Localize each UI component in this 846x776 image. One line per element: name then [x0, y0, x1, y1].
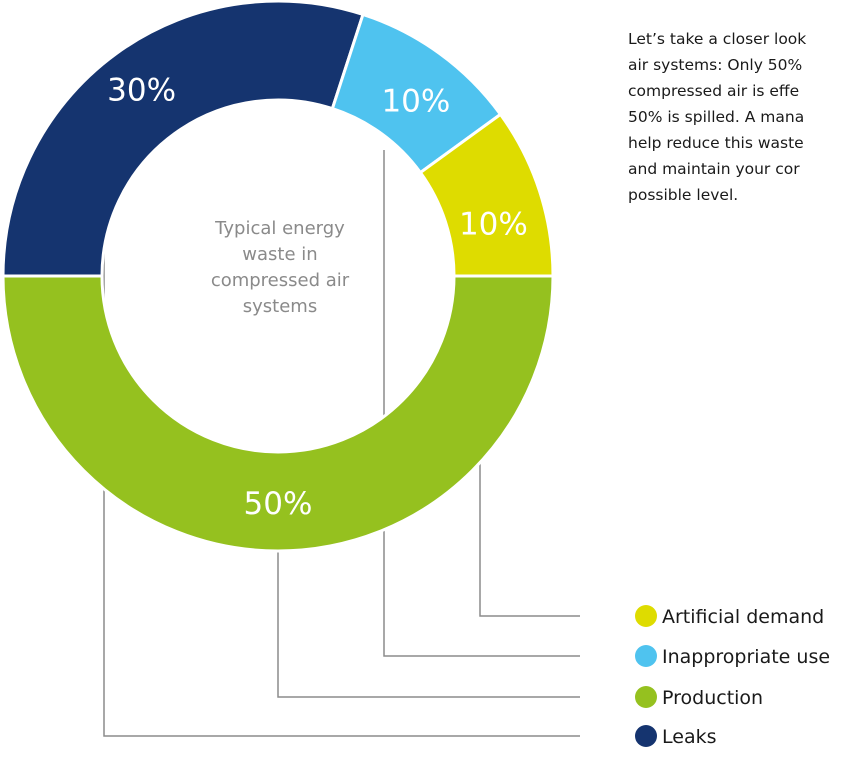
chart-center-label: Typical energy waste in compressed air s… — [172, 216, 388, 320]
slice-label-leaks: 30% — [107, 72, 176, 108]
slice-label-artificial-demand: 10% — [459, 206, 528, 242]
center-label-line: systems — [242, 296, 318, 317]
slice-label-inappropriate-use: 10% — [381, 83, 450, 119]
leader-line-production — [277, 548, 580, 698]
legend-label-production: Production — [662, 687, 763, 709]
legend-swatch-production — [635, 686, 657, 708]
legend-label-inappropriate-use: Inappropriate use — [662, 646, 830, 668]
center-label-line: Typical energy — [215, 218, 345, 239]
slice-labels: 50% 30% 10% 10% — [107, 72, 528, 522]
legend: Artificial demand Inappropriate use Produc… — [635, 605, 830, 748]
slice-label-production: 50% — [244, 486, 313, 522]
slice-leaks — [1, 0, 365, 278]
legend-swatch-artificial-demand — [635, 605, 657, 627]
legend-swatch-inappropriate-use — [635, 645, 657, 667]
description-line: Let’s take a closer look — [628, 30, 807, 48]
description-line: and maintain your cor — [628, 160, 800, 178]
slice-production — [1, 274, 555, 553]
center-label-line: waste in — [242, 244, 318, 265]
description-paragraph: Let’s take a closer look air systems: On… — [628, 26, 846, 208]
legend-label-leaks: Leaks — [662, 726, 717, 748]
center-label-line: compressed air — [210, 270, 350, 291]
leader-line-inappropriate-use — [383, 150, 580, 657]
description-line: compressed air is effe — [628, 82, 800, 100]
description-line: air systems: Only 50% — [628, 56, 803, 74]
legend-swatch-leaks — [635, 725, 657, 747]
donut-slices — [1, 0, 555, 553]
slice-artificial-demand — [418, 112, 555, 278]
description-line: help reduce this waste — [628, 134, 804, 152]
legend-label-artificial-demand: Artificial demand — [662, 606, 824, 628]
description-line: 50% is spilled. A mana — [628, 108, 805, 126]
description-line: possible level. — [628, 186, 739, 204]
